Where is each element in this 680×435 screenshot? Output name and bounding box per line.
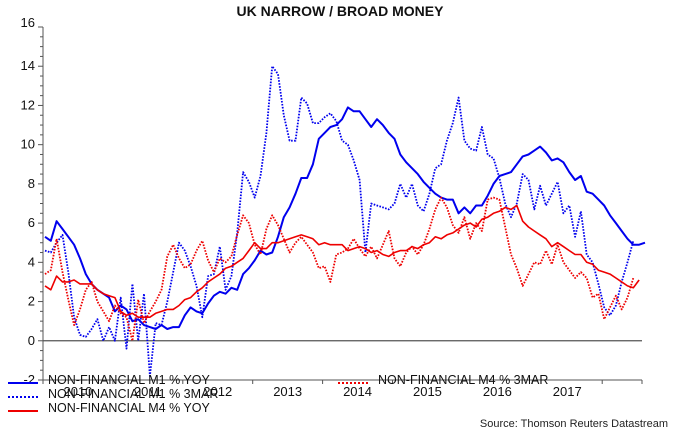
x-tick-label: 2015 xyxy=(413,384,442,399)
legend-label: NON-FINANCIAL M4 % 3MAR xyxy=(378,373,549,387)
dotted-blue-line-icon xyxy=(8,396,38,398)
series-line-3 xyxy=(44,196,635,342)
y-tick-label: 10 xyxy=(21,137,35,152)
legend-item-m1-yoy: NON-FINANCIAL M1 % YOY xyxy=(8,373,218,387)
legend-item-m4-3mar: NON-FINANCIAL M4 % 3MAR xyxy=(338,373,548,387)
y-tick-label: 4 xyxy=(28,254,35,269)
legend-label: NON-FINANCIAL M1 % 3MAR xyxy=(48,387,219,401)
source-note: Source: Thomson Reuters Datastream xyxy=(479,418,668,430)
series-line-0 xyxy=(44,106,646,330)
y-tick-label: 16 xyxy=(21,15,35,30)
legend-label: NON-FINANCIAL M4 % YOY xyxy=(48,401,210,415)
y-tick-label: -2 xyxy=(23,372,35,387)
series-line-1 xyxy=(44,65,635,378)
y-tick-label: 12 xyxy=(21,97,35,112)
x-tick-label: 2016 xyxy=(483,384,512,399)
y-tick-label: 14 xyxy=(21,58,35,73)
x-tick-label: 2011 xyxy=(134,384,162,399)
x-tick-label: 2014 xyxy=(343,384,372,399)
solid-blue-line-icon xyxy=(8,382,38,384)
x-tick-label: 2012 xyxy=(203,384,232,399)
legend-item-m4-yoy: NON-FINANCIAL M4 % YOY xyxy=(8,401,218,415)
y-tick-label: 2 xyxy=(28,294,35,309)
x-tick-label: 2017 xyxy=(553,384,582,399)
legend-left: NON-FINANCIAL M1 % YOY NON-FINANCIAL M1 … xyxy=(8,373,218,415)
dotted-red-line-icon xyxy=(338,382,368,384)
y-tick-label: 0 xyxy=(28,333,35,348)
x-tick-label: 2013 xyxy=(273,384,302,399)
y-tick-label: 6 xyxy=(28,215,35,230)
x-tick-label: 2010 xyxy=(63,384,92,399)
series-line-2 xyxy=(44,204,640,319)
legend-label: NON-FINANCIAL M1 % YOY xyxy=(48,373,210,387)
legend-item-m1-3mar: NON-FINANCIAL M1 % 3MAR xyxy=(8,387,218,401)
y-tick-label: 8 xyxy=(28,176,35,191)
chart-title: UK NARROW / BROAD MONEY xyxy=(236,3,444,19)
legend-right: NON-FINANCIAL M4 % 3MAR xyxy=(338,373,548,387)
solid-red-line-icon xyxy=(8,410,38,412)
